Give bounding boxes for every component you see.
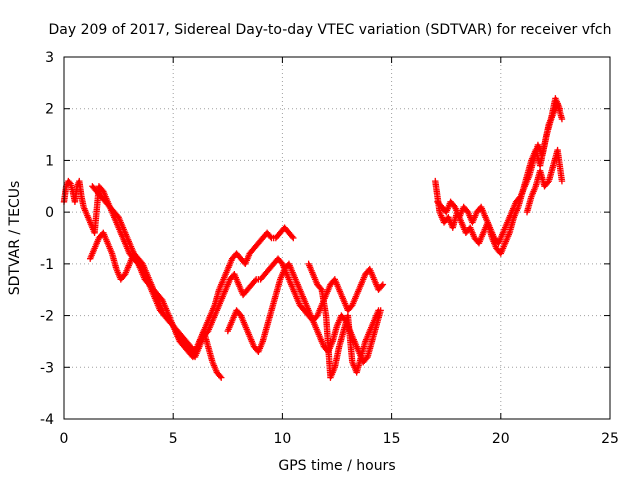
- y-tick-label: -4: [40, 412, 54, 428]
- data-point: [290, 234, 297, 242]
- data-point: [558, 115, 566, 123]
- data-point: [375, 307, 382, 314]
- y-tick-label: -3: [40, 360, 54, 376]
- data-point: [218, 374, 225, 381]
- data-point-interp: [251, 277, 259, 284]
- y-tick-label: 1: [45, 153, 54, 169]
- data-point: [558, 177, 566, 185]
- x-tick-label: 5: [169, 431, 178, 447]
- data-point: [379, 281, 387, 288]
- data-point-interp: [66, 179, 73, 186]
- data-point-interp: [317, 285, 324, 292]
- x-axis-label: GPS time / hours: [278, 458, 395, 474]
- y-tick-label: 2: [45, 102, 54, 118]
- x-tick-label: 10: [273, 431, 291, 447]
- y-tick-label: 3: [45, 50, 54, 66]
- x-tick-label: 20: [492, 431, 510, 447]
- plot-frame: [63, 56, 611, 420]
- data-point: [556, 105, 563, 112]
- data-layer: [60, 95, 566, 381]
- x-tick-label: 0: [60, 431, 69, 447]
- y-axis-label: SDTVAR / TECUs: [7, 181, 23, 296]
- data-point-interp: [267, 233, 274, 240]
- tick-labels: 0 5 10 15 20 25 -4 -3 -2 -1 0 1 2 3: [40, 50, 619, 447]
- chart-title: Day 209 of 2017, Sidereal Day-to-day VTE…: [48, 22, 611, 38]
- x-tick-label: 25: [601, 431, 619, 447]
- y-tick-label: -1: [40, 257, 54, 273]
- y-tick-label: 0: [45, 205, 54, 221]
- data-point-interp: [289, 233, 296, 240]
- ticks-layer: [63, 56, 611, 420]
- data-point-interp: [378, 282, 385, 290]
- data-point-interp: [216, 373, 224, 380]
- x-tick-label: 15: [383, 431, 401, 447]
- y-tick-label: -2: [40, 309, 54, 325]
- grid-layer: [64, 57, 610, 419]
